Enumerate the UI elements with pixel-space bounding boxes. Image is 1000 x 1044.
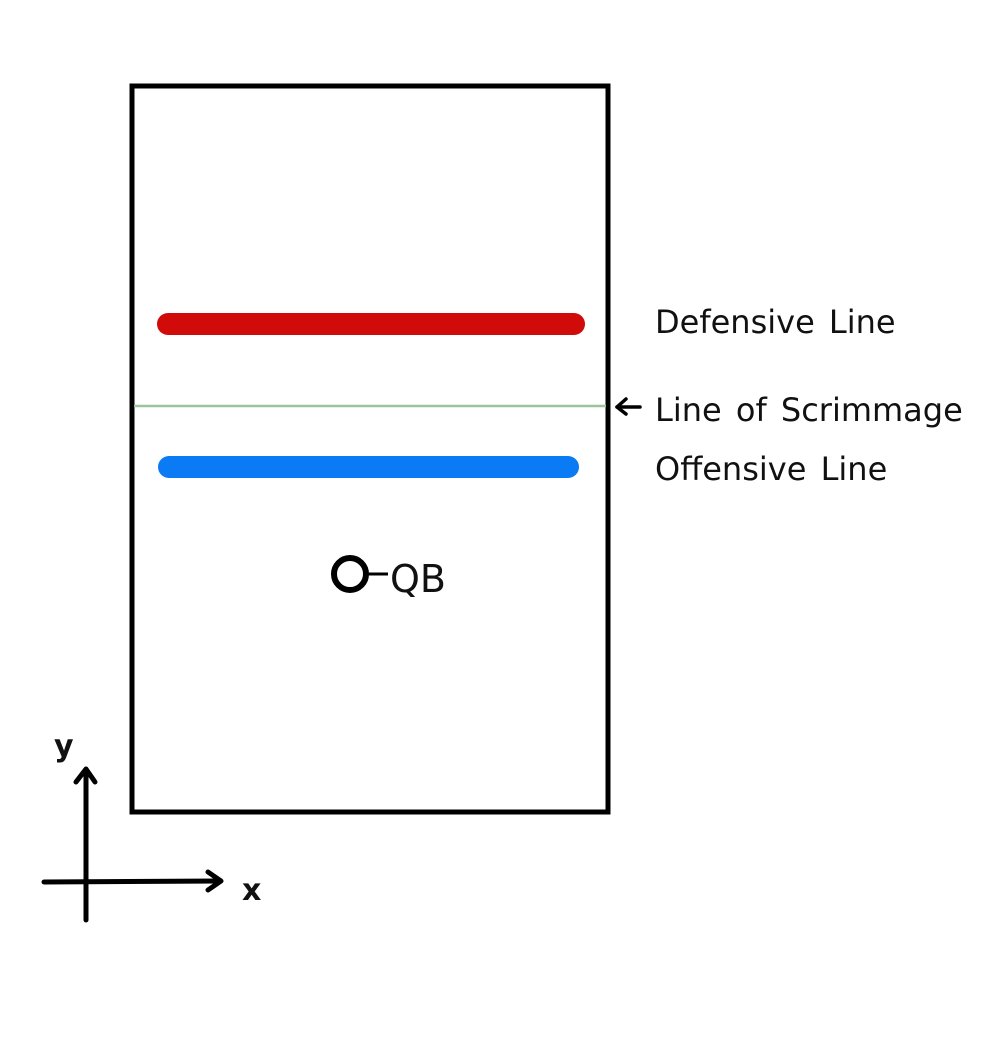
line-of-scrimmage-arrow-icon (615, 397, 642, 416)
offensive-line-label: Offensive Line (655, 450, 887, 488)
qb-label: QB (390, 557, 446, 601)
y-axis-arrowhead-icon (73, 766, 98, 785)
x-axis-arrowhead-icon (205, 869, 224, 893)
qb-marker (331, 555, 369, 593)
x-axis-label: x (242, 873, 261, 908)
field-boundary (129, 83, 611, 815)
defensive-line-label: Defensive Line (655, 303, 896, 341)
y-axis-label: y (54, 729, 74, 764)
line-of-scrimmage-label: Line of Scrimmage (655, 391, 963, 429)
coordinate-axes: x y (41, 729, 261, 923)
x-axis (41, 878, 223, 885)
